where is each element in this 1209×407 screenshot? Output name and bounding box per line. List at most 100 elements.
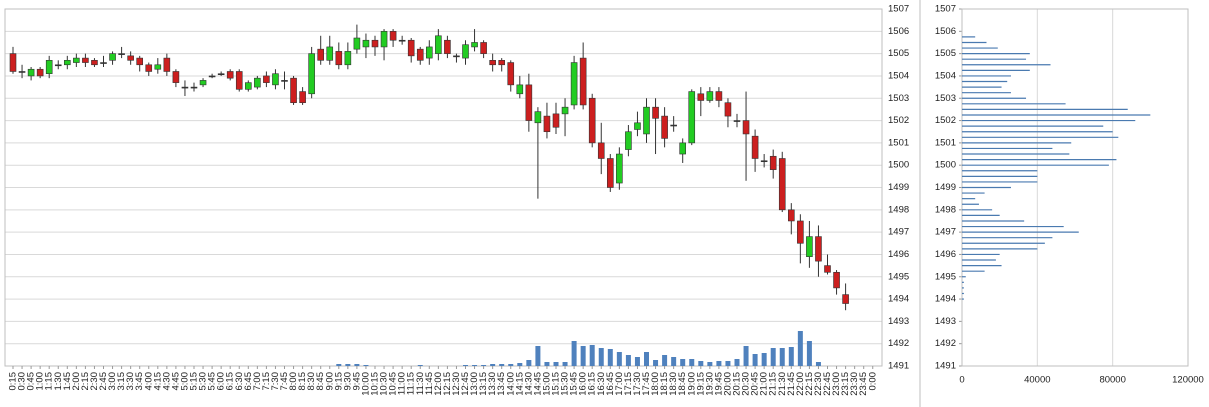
x-tick-label: 40000 — [1024, 375, 1050, 386]
x-tick-label: 9:15 — [333, 372, 344, 391]
x-tick-label: 9:30 — [342, 372, 353, 391]
y-tick-label: 1491 — [888, 361, 909, 372]
volume-bar — [336, 364, 342, 366]
candle-body — [606, 158, 614, 188]
x-tick-label: 3:30 — [125, 372, 136, 391]
y-tick-label: 1496 — [888, 249, 909, 260]
volume-bar — [815, 362, 821, 366]
candle-body — [172, 71, 180, 83]
x-tick-label: 0 — [959, 375, 964, 386]
x-tick-label: 2:00 — [71, 372, 82, 391]
candle-body — [181, 86, 189, 89]
candle-body — [199, 80, 207, 86]
x-tick-label: 12:30 — [451, 372, 462, 396]
x-tick-label: 2:15 — [80, 372, 91, 391]
candle-body — [335, 51, 343, 66]
candle-body — [398, 39, 406, 42]
candle-body — [163, 57, 171, 72]
x-tick-label: 23:15 — [840, 372, 851, 396]
y-tick-label: 1494 — [935, 294, 956, 305]
candle-body — [688, 91, 696, 144]
candle-body — [453, 55, 460, 58]
volume-bar — [743, 346, 749, 366]
candle-body — [226, 71, 234, 79]
x-tick-label: 8:45 — [315, 372, 326, 391]
x-tick-label: 21:00 — [759, 372, 770, 396]
candle-body — [724, 102, 732, 117]
volume-bar — [490, 364, 496, 366]
candle-body — [534, 111, 542, 124]
x-tick-label: 16:00 — [578, 372, 589, 396]
candle-body — [9, 53, 17, 72]
candle-body — [815, 236, 822, 262]
x-tick-label: 19:15 — [695, 372, 706, 396]
candle-body — [118, 53, 125, 55]
volume-bar — [526, 360, 532, 366]
candle-body — [806, 236, 813, 257]
y-tick-label: 1507 — [935, 4, 956, 15]
volume-bar — [354, 364, 360, 366]
x-tick-label: 22:15 — [804, 372, 815, 396]
candle-body — [407, 39, 415, 57]
y-tick-label: 1507 — [888, 4, 909, 15]
candle-body — [317, 48, 325, 61]
x-tick-label: 2:45 — [98, 372, 109, 391]
candle-body — [145, 64, 153, 72]
x-tick-label: 5:30 — [198, 372, 209, 391]
y-tick-label: 1499 — [888, 182, 909, 193]
y-tick-label: 1494 — [888, 294, 909, 305]
candle-body — [263, 75, 270, 83]
candle-body — [344, 51, 352, 66]
volume-bar — [797, 331, 803, 366]
candle-body — [670, 124, 677, 127]
candle-body — [208, 75, 216, 78]
x-tick-label: 0:45 — [26, 372, 37, 391]
candle-body — [552, 113, 560, 128]
x-tick-label: 15:15 — [551, 372, 562, 396]
x-tick-label: 6:15 — [225, 372, 236, 391]
x-tick-label: 12:00 — [433, 372, 444, 396]
x-tick-label: 20:45 — [750, 372, 761, 396]
x-tick-label: 80000 — [1099, 375, 1125, 386]
volume-bar — [625, 355, 631, 366]
volume-bar — [644, 352, 649, 366]
candle-body — [471, 42, 478, 48]
candle-body — [652, 106, 659, 119]
x-tick-label: 1:15 — [44, 372, 55, 391]
candle-body — [100, 62, 107, 64]
y-tick-label: 1504 — [888, 70, 909, 81]
candle-body — [733, 120, 741, 122]
y-tick-label: 1499 — [935, 182, 956, 193]
volume-bar — [725, 361, 731, 366]
y-tick-label: 1500 — [935, 160, 956, 171]
volume-bar — [689, 359, 695, 366]
x-tick-label: 16:15 — [587, 372, 598, 396]
candle-body — [154, 64, 162, 70]
candle-body — [308, 53, 315, 95]
candle-body — [380, 31, 388, 48]
x-tick-label: 11:00 — [397, 372, 408, 395]
y-tick-label: 1500 — [888, 160, 909, 171]
x-tick-label: 12:45 — [460, 372, 471, 396]
x-tick-label: 8:30 — [306, 372, 317, 391]
candle-body — [833, 271, 840, 289]
y-tick-label: 1493 — [888, 316, 909, 327]
volume-bar — [562, 362, 568, 366]
candle-body — [371, 39, 379, 48]
x-tick-label: 6:45 — [243, 372, 254, 391]
volume-bar — [671, 357, 677, 366]
x-tick-label: 17:45 — [641, 372, 652, 396]
y-tick-label: 1498 — [935, 204, 956, 215]
candle-body — [706, 91, 714, 101]
x-tick-label: 17:15 — [623, 372, 634, 396]
candle-body — [36, 68, 44, 77]
candle-body — [425, 46, 433, 59]
volume-bar — [535, 346, 541, 366]
y-tick-label: 1505 — [888, 48, 909, 59]
candle-body — [127, 55, 134, 61]
candle-body — [824, 265, 831, 273]
candle-body — [45, 60, 53, 75]
x-tick-label: 14:45 — [532, 372, 543, 396]
candle-body — [842, 294, 849, 304]
y-tick-label: 1506 — [888, 26, 909, 37]
